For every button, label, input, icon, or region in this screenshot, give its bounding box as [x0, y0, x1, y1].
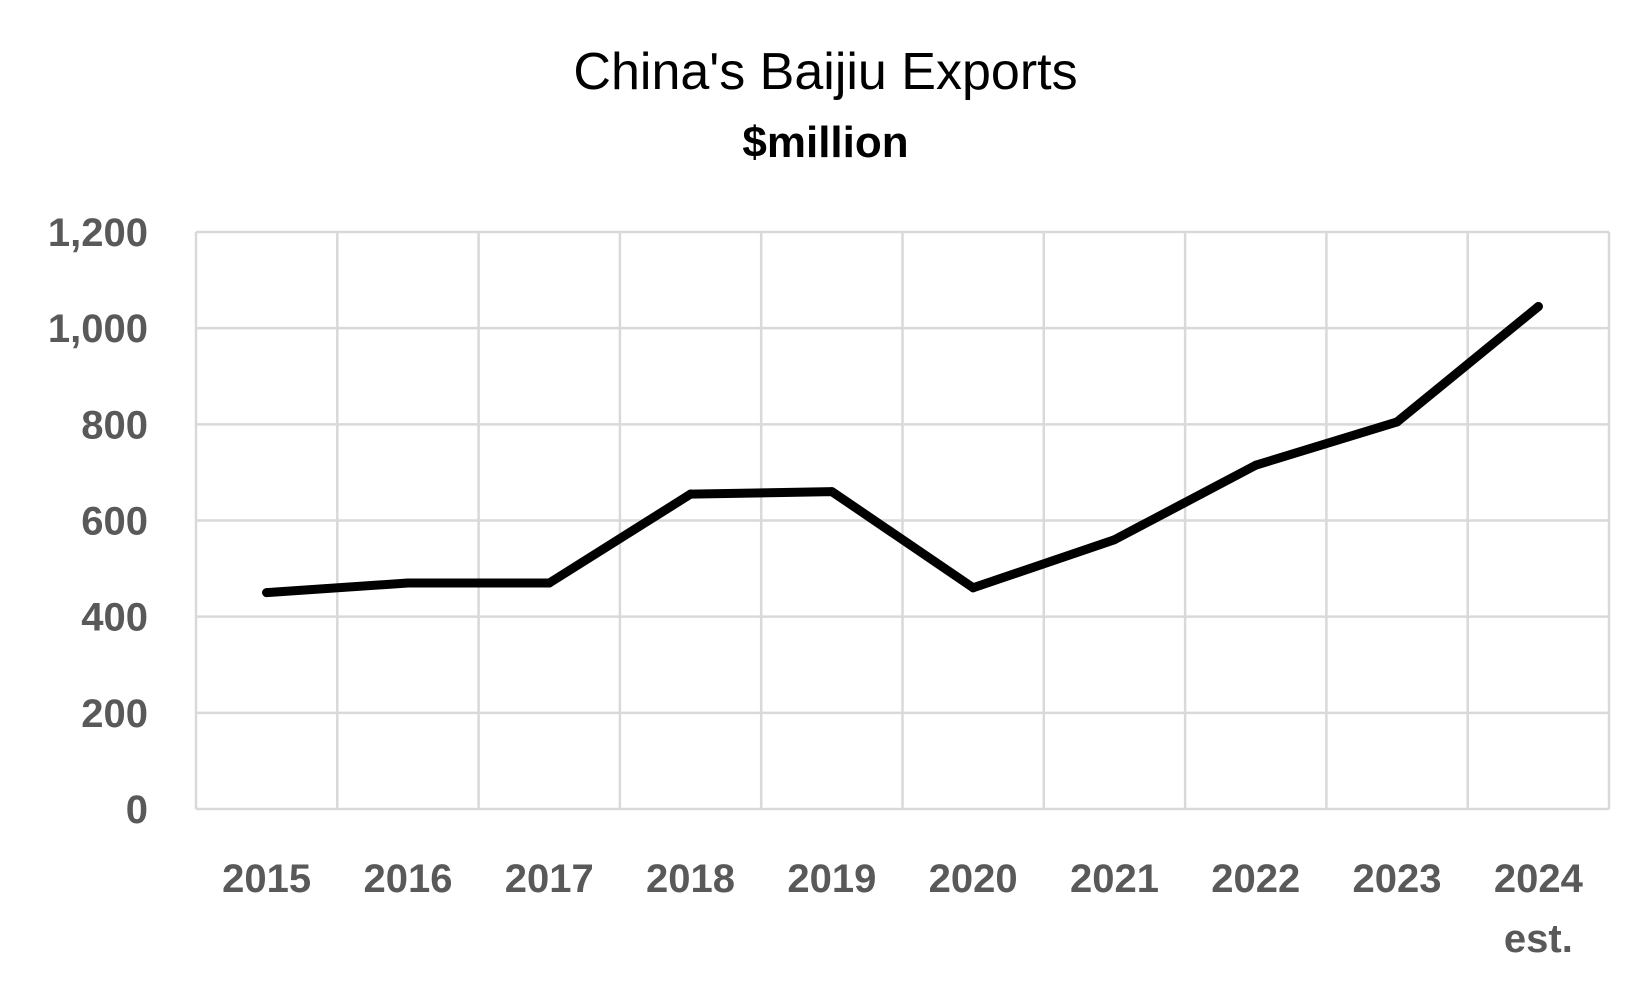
chart-title: China's Baijiu Exports — [573, 43, 1078, 101]
data-point — [1109, 535, 1119, 545]
chart-subtitle: $million — [742, 118, 909, 167]
series-line — [262, 302, 1543, 598]
data-point — [1392, 417, 1402, 427]
data-point — [403, 578, 413, 588]
x-tick-label: 2019 — [787, 857, 876, 901]
x-tick-label: 2023 — [1353, 857, 1442, 901]
x-tick-label: 2017 — [505, 857, 594, 901]
x-tick-label: 2016 — [363, 857, 452, 901]
series-layer — [262, 302, 1543, 598]
data-point — [1533, 302, 1543, 312]
y-tick-label: 600 — [81, 500, 148, 544]
x-tick-label: 2018 — [646, 857, 735, 901]
x-tick-label: 2015 — [222, 857, 311, 901]
grid-layer — [194, 230, 1611, 811]
y-axis-ticks: 0 200 400 600 800 1,000 1,200 — [48, 211, 148, 832]
data-point — [262, 588, 272, 598]
data-point — [827, 487, 837, 497]
y-tick-label: 1,000 — [48, 307, 148, 351]
y-tick-label: 0 — [126, 788, 148, 832]
y-tick-label: 400 — [81, 596, 148, 640]
data-point — [544, 578, 554, 588]
y-tick-label: 200 — [81, 692, 148, 736]
x-axis-ticks: 2015 2016 2017 2018 2019 2020 2021 2022 2023 2024… — [222, 857, 1583, 961]
data-point — [686, 489, 696, 499]
x-tick-label: 2024 — [1494, 857, 1584, 901]
x-tick-label: 2020 — [929, 857, 1018, 901]
x-tick-sublabel: est. — [1504, 917, 1573, 961]
y-tick-label: 1,200 — [48, 211, 148, 255]
x-tick-label: 2021 — [1070, 857, 1159, 901]
data-point — [1251, 460, 1261, 470]
x-tick-label: 2022 — [1211, 857, 1300, 901]
y-tick-label: 800 — [81, 403, 148, 447]
data-point — [968, 583, 978, 593]
